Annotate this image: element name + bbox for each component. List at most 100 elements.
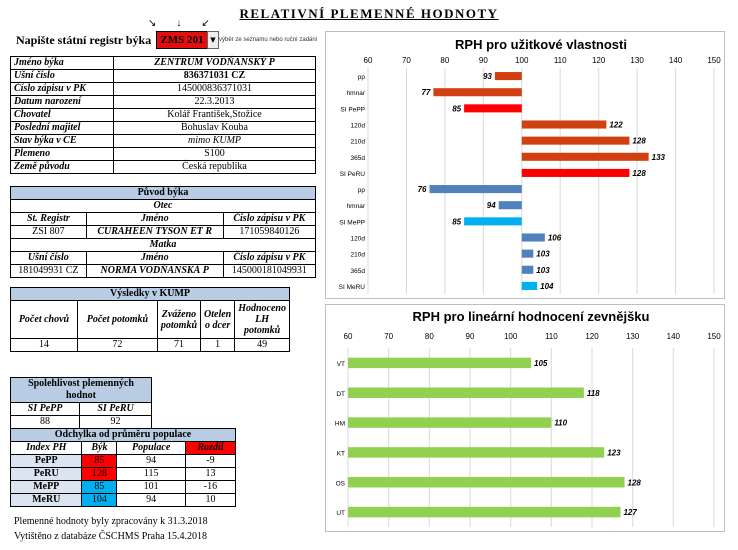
bull-info-row: Stav býka v CE mimo KUMP	[10, 134, 316, 148]
bar	[521, 281, 538, 290]
bull-info-value: Česká republika	[113, 160, 316, 174]
page-title: RELATIVNÍ PLEMENNÉ HODNOTY	[239, 6, 499, 21]
tick-label: 70	[384, 332, 393, 341]
deviation-diff: -16	[184, 480, 237, 494]
data-label: 128	[628, 478, 642, 487]
data-label: 128	[632, 169, 646, 178]
bull-info-row: Ušní číslo 836371031 CZ	[10, 69, 316, 83]
category-label: pp	[358, 74, 366, 81]
bar	[348, 477, 625, 488]
category-label: hmnar	[347, 90, 366, 97]
data-label: 105	[534, 359, 548, 368]
deviation-row: MeRU 104 94 10	[9, 493, 237, 507]
bar	[521, 249, 534, 258]
tick-label: 100	[504, 332, 518, 341]
tick-label: 110	[545, 332, 558, 341]
registry-input[interactable]: ZMS 201	[156, 31, 208, 49]
bar	[521, 265, 534, 274]
category-label: UT	[336, 510, 345, 517]
printed-note: Vytištěno z databáze ČSCHMS Praha 15.4.2…	[14, 531, 208, 542]
bar	[494, 72, 522, 81]
bull-info-value: 836371031 CZ	[113, 69, 316, 83]
data-label: 106	[548, 234, 562, 243]
deviation-bull: 104	[81, 493, 118, 507]
col-name: Jméno	[85, 212, 224, 226]
deviation-row: PePP 85 94 -9	[9, 454, 237, 468]
bar	[464, 104, 522, 113]
data-label: 127	[623, 508, 637, 517]
bar	[348, 417, 552, 428]
data-label: 110	[554, 419, 567, 428]
category-label: OS	[336, 480, 346, 487]
bar	[521, 152, 649, 161]
category-label: 365d	[351, 155, 366, 162]
deviation-bull: 128	[81, 467, 118, 481]
category-label: SI PeRU	[340, 171, 366, 178]
arrow-indicators: ↘↓↙	[148, 18, 230, 29]
bull-info-table: Jméno býka ZENTRUM VODŇANSKÝ P Ušní číslo 8…	[10, 56, 316, 174]
conformation-chart: RPH pro lineární hodnocení zevnějšku 60 70…	[325, 304, 725, 532]
bull-info-label: Stav býka v CE	[10, 134, 114, 148]
bar	[348, 506, 621, 518]
deviation-bull: 85	[81, 454, 118, 468]
tick-label: 130	[630, 56, 644, 65]
tick-label: 150	[707, 56, 721, 65]
tick-label: 60	[364, 56, 373, 65]
kump-weighed: 71	[156, 338, 202, 352]
chart-title: RPH pro užitkové vlastnosti	[455, 37, 627, 52]
mother-label: Matka	[10, 238, 316, 252]
bull-info-value: 22.3.2013	[113, 95, 316, 109]
kump-herds: 14	[10, 338, 78, 352]
si-peru-value: 92	[79, 415, 152, 429]
chevron-down-icon[interactable]: ▼	[207, 31, 219, 49]
bar	[348, 387, 584, 398]
col-name: Jméno	[85, 251, 224, 265]
kump-table: Výsledky v KUMP Počet chovů Počet potomk…	[10, 287, 290, 352]
category-label: 120d	[351, 123, 366, 130]
bull-info-row: Země původu Česká republika	[10, 160, 316, 174]
category-label: hmnar	[347, 203, 366, 210]
production-chart-svg: RPH pro užitkové vlastnosti 60 70 80 90 100 11…	[339, 37, 721, 294]
category-label: 210d	[351, 139, 366, 146]
tick-label: 120	[585, 332, 599, 341]
bull-info-value: Kolář František,Stožice	[113, 108, 316, 122]
bull-info-row: Jméno býka ZENTRUM VODŇANSKÝ P	[10, 56, 316, 70]
reliability-header: Spolehlivost plemenných hodnot	[10, 377, 152, 403]
category-label: 365d	[351, 268, 366, 275]
data-label: 118	[587, 389, 600, 398]
bull-info-label: Země původu	[10, 160, 114, 174]
col-bull: Býk	[81, 441, 118, 455]
kump-calved: 1	[199, 338, 236, 352]
col-offspring: Počet potomků	[76, 300, 158, 339]
tick-label: 90	[466, 332, 475, 341]
bar	[521, 136, 630, 145]
col-si-pepp: SI PePP	[9, 402, 81, 416]
father-name: CURAHEEN TYSON ET R	[85, 225, 224, 239]
registry-prompt: Napište státní registr býka	[16, 33, 152, 47]
category-label: 120d	[351, 236, 366, 243]
tick-label: 70	[402, 56, 411, 65]
bar	[521, 233, 545, 242]
col-difference: Rozdíl	[184, 441, 237, 455]
category-label: VT	[337, 361, 345, 368]
bull-info-label: Jméno býka	[10, 56, 114, 70]
deviation-pop: 94	[116, 493, 186, 507]
mother-ear: 181049931 CZ	[10, 264, 87, 278]
bull-info-row: Chovatel Kolář František,Stožice	[10, 108, 316, 122]
deviation-row: MePP 85 101 -16	[9, 480, 237, 494]
tick-label: 110	[554, 56, 567, 65]
category-label: 210d	[351, 252, 366, 259]
data-label: 128	[632, 137, 646, 146]
bull-info-row: Poslední majitel Bohuslav Kouba	[10, 121, 316, 135]
data-label: 85	[452, 217, 461, 226]
kump-offspring: 72	[76, 338, 158, 352]
category-label: SI PePP	[340, 106, 365, 113]
bull-info-label: Ušní číslo	[10, 69, 114, 83]
col-calved: Otelen o dcer	[199, 300, 236, 339]
col-herds: Počet chovů	[10, 300, 78, 339]
data-label: 122	[609, 121, 623, 130]
production-chart: RPH pro užitkové vlastnosti 60 70 80 90 100 11…	[325, 31, 725, 299]
data-label: 93	[483, 72, 492, 81]
data-label: 103	[536, 266, 550, 275]
origin-header: Původ býka	[10, 186, 316, 200]
